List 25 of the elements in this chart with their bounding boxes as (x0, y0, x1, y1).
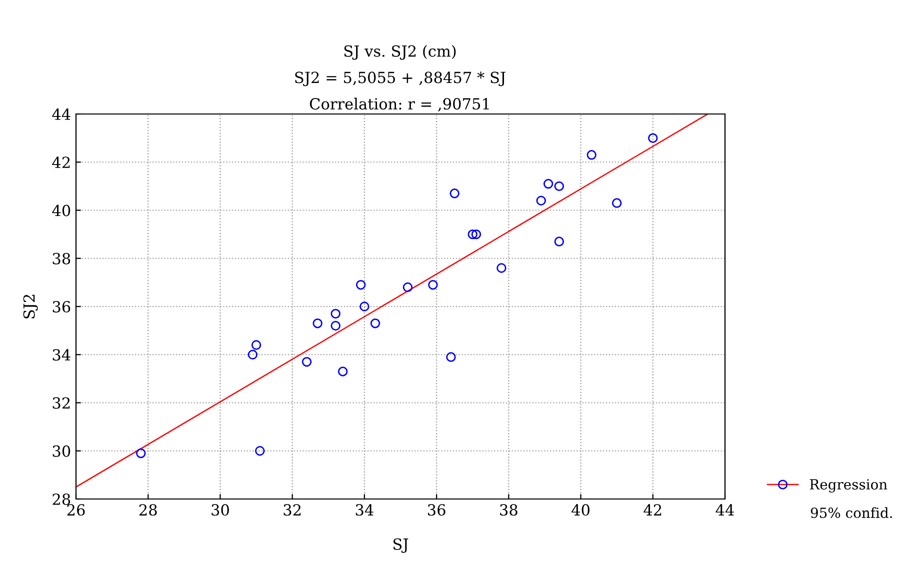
y-tick-label: 42 (52, 156, 70, 168)
x-tick-label: 40 (572, 504, 590, 516)
y-tick-label: 32 (52, 397, 70, 409)
x-tick-label: 32 (284, 504, 301, 516)
x-tick-label: 28 (139, 504, 157, 516)
x-tick-label: 30 (212, 504, 229, 516)
chart-title: SJ vs. SJ2 (cm) (344, 45, 456, 60)
y-tick-label: 34 (52, 349, 70, 361)
chart-subtitle: SJ2 = 5,5055 + ,88457 * SJ Correlation: r = ,90751 (295, 72, 506, 112)
legend-label: Regression (810, 479, 888, 492)
y-tick-label: 44 (52, 108, 70, 120)
x-tick-label: 26 (67, 504, 85, 516)
x-axis-title: SJ (393, 538, 408, 553)
x-tick-label: 36 (428, 504, 446, 516)
y-tick-label: 28 (52, 493, 70, 506)
y-tick-label: 38 (52, 252, 70, 264)
text: 95% confid. (810, 507, 892, 518)
x-tick-label: 44 (716, 504, 734, 516)
x-tick-label: 38 (500, 504, 518, 516)
y-tick-label: 30 (52, 445, 70, 457)
y-tick-label: 36 (52, 300, 70, 313)
x-tick-label: 34 (356, 504, 374, 516)
x-tick-label: 42 (644, 504, 662, 516)
y-tick-label: 40 (52, 204, 70, 216)
y-axis-title: SJ2 (23, 294, 38, 318)
